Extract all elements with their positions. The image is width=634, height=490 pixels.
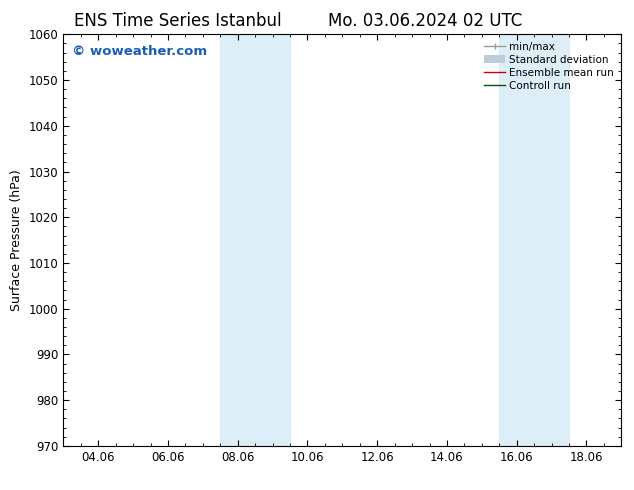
Y-axis label: Surface Pressure (hPa): Surface Pressure (hPa) [10, 169, 23, 311]
Bar [221, 34, 290, 446]
Text: © woweather.com: © woweather.com [72, 45, 207, 58]
Legend: min/max, Standard deviation, Ensemble mean run, Controll run: min/max, Standard deviation, Ensemble me… [480, 37, 618, 95]
Bar [500, 34, 569, 446]
Text: Mo. 03.06.2024 02 UTC: Mo. 03.06.2024 02 UTC [328, 12, 522, 30]
Text: ENS Time Series Istanbul: ENS Time Series Istanbul [74, 12, 281, 30]
